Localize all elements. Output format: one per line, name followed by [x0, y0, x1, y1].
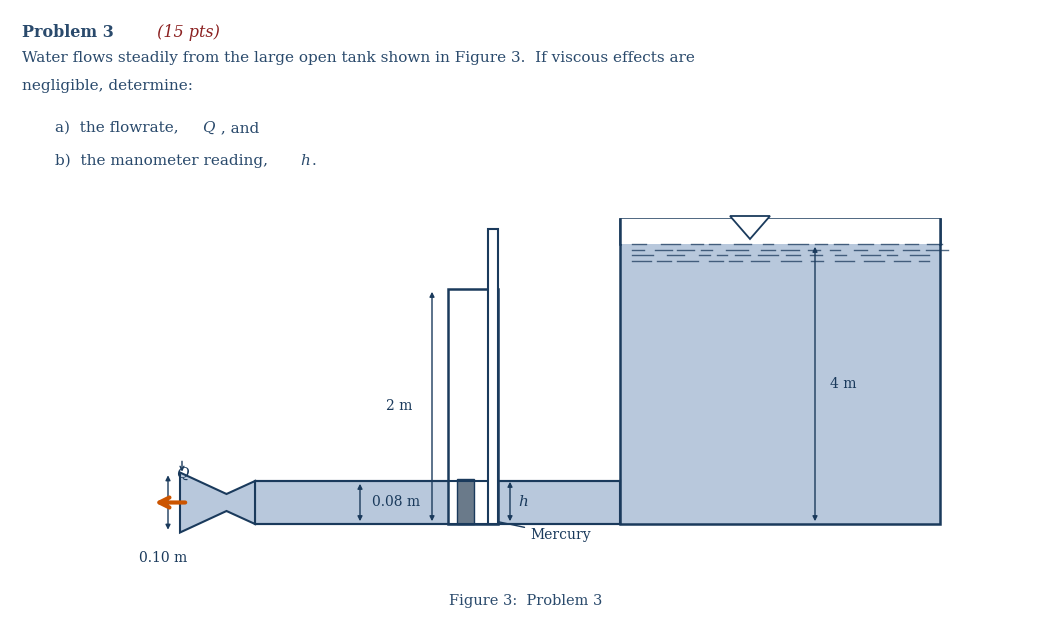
Text: .: .	[312, 154, 317, 168]
Text: , and: , and	[216, 121, 259, 135]
Polygon shape	[180, 472, 255, 532]
Bar	[448, 481, 498, 524]
Bar	[457, 479, 474, 524]
Bar	[448, 289, 498, 524]
Text: 0.10 m: 0.10 m	[139, 551, 187, 564]
Text: Figure 3:  Problem 3: Figure 3: Problem 3	[449, 594, 603, 608]
Text: Water flows steadily from the large open tank shown in Figure 3.  If viscous eff: Water flows steadily from the large open…	[22, 51, 695, 65]
Text: 4 m: 4 m	[830, 377, 856, 391]
Text: 2 m: 2 m	[386, 399, 412, 413]
Text: h: h	[300, 154, 310, 168]
Bar	[255, 481, 620, 524]
Bar	[488, 229, 498, 524]
Text: Q: Q	[176, 466, 188, 481]
Text: b)  the manometer reading,: b) the manometer reading,	[55, 154, 272, 169]
Text: Q: Q	[202, 121, 215, 135]
Text: Mercury: Mercury	[465, 514, 590, 542]
Text: a)  the flowrate,: a) the flowrate,	[55, 121, 183, 135]
Bar	[620, 219, 940, 524]
Text: Problem 3: Problem 3	[22, 24, 114, 41]
Bar	[620, 219, 940, 244]
Text: negligible, determine:: negligible, determine:	[22, 79, 193, 93]
Text: h: h	[518, 495, 528, 509]
Polygon shape	[730, 216, 770, 239]
Text: (15 pts): (15 pts)	[151, 24, 220, 41]
Text: 0.08 m: 0.08 m	[372, 495, 420, 509]
